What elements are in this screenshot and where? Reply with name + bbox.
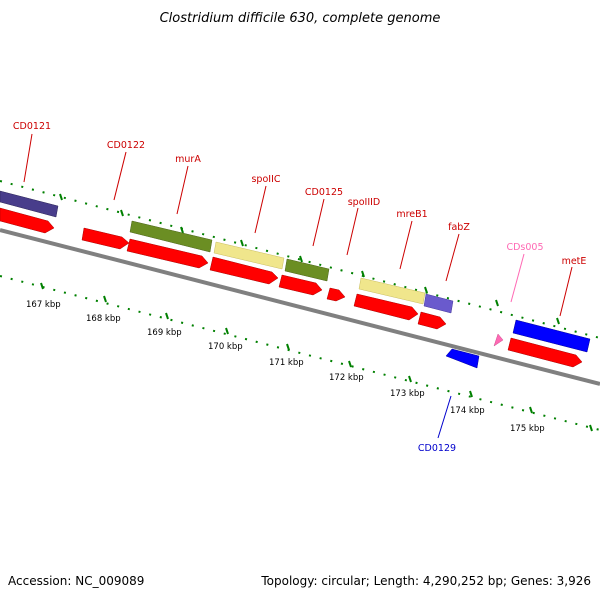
gene-label[interactable]: spoIIC [251, 174, 280, 185]
map-title: Clostridium difficile 630, complete geno… [160, 11, 441, 26]
kbp-label: 174 kbp [450, 406, 485, 416]
gene-feature[interactable] [353, 293, 419, 321]
gene-label[interactable]: fabZ [448, 222, 470, 233]
gene-feature[interactable] [0, 207, 55, 234]
kbp-label: 173 kbp [390, 389, 425, 399]
gene-label[interactable]: CDs005 [506, 242, 543, 253]
genome-backbone [0, 228, 600, 386]
gene-feature[interactable] [129, 220, 213, 253]
gene-feature[interactable] [213, 241, 285, 270]
outer-features [0, 190, 591, 353]
gene-feature[interactable] [0, 190, 59, 218]
gene-label[interactable]: CD0125 [305, 187, 343, 198]
gene-feature[interactable] [81, 227, 130, 250]
gene-label[interactable]: metE [562, 256, 587, 267]
accession-text: Accession: NC_009089 [8, 574, 144, 588]
kbp-label: 168 kbp [86, 314, 121, 324]
inner-tick-ring [0, 275, 600, 431]
kbp-label: 175 kbp [510, 424, 545, 434]
gene-label[interactable]: CD0122 [107, 140, 145, 151]
gene-feature[interactable] [445, 348, 480, 369]
reverse-features [445, 333, 504, 369]
gene-label[interactable]: spoIIID [348, 197, 381, 208]
gene-feature[interactable] [278, 274, 323, 296]
major-ticks [40, 193, 593, 432]
kbp-label: 169 kbp [147, 328, 182, 338]
gene-feature[interactable] [358, 277, 426, 305]
leader-lines [23, 133, 573, 439]
kbp-label: 171 kbp [269, 358, 304, 368]
kbp-label: 167 kbp [26, 300, 61, 310]
genome-stats-text: Topology: circular; Length: 4,290,252 bp… [260, 574, 591, 588]
gene-label[interactable]: mreB1 [396, 209, 427, 220]
gene-feature[interactable] [512, 319, 591, 353]
kbp-label: 170 kbp [208, 342, 243, 352]
gene-label[interactable]: CD0121 [13, 121, 51, 132]
gene-label[interactable]: CD0129 [418, 443, 456, 454]
gene-feature[interactable] [284, 258, 330, 282]
gene-feature[interactable] [493, 333, 504, 347]
gene-label[interactable]: murA [175, 154, 201, 165]
forward-features [0, 207, 583, 368]
kbp-labels: 167 kbp 168 kbp 169 kbp 170 kbp 171 kbp … [26, 300, 545, 434]
gene-feature[interactable] [326, 287, 346, 302]
gene-feature[interactable] [507, 337, 583, 368]
gene-feature[interactable] [126, 238, 209, 269]
gene-feature[interactable] [423, 293, 454, 314]
gene-feature[interactable] [417, 311, 447, 330]
gene-feature[interactable] [209, 256, 279, 285]
kbp-label: 172 kbp [329, 373, 364, 383]
gene-labels: CD0121 CD0122 murA spoIIC CD0125 spoIIID… [13, 121, 586, 454]
